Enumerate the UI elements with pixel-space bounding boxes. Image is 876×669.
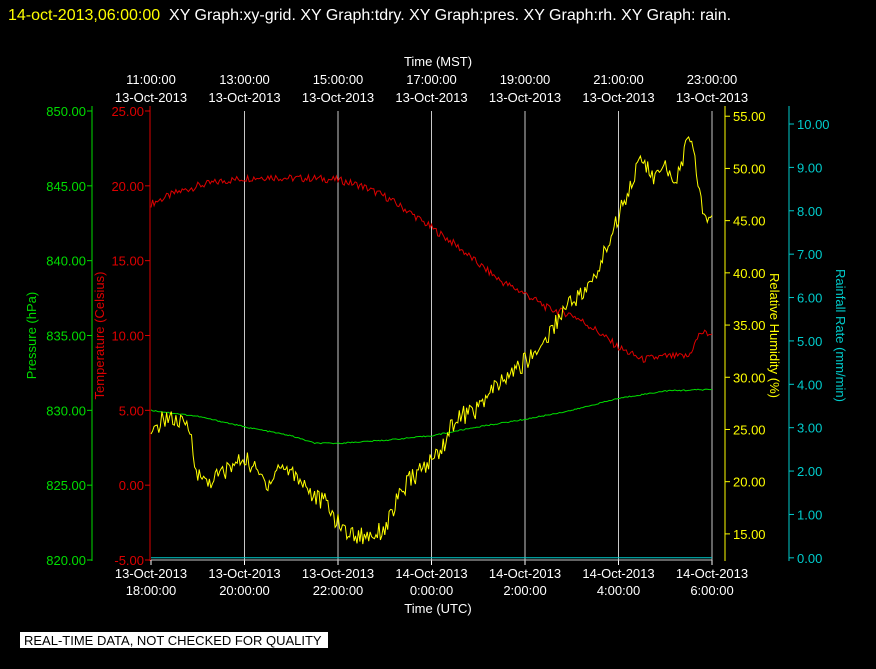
x-top-tick-time: 11:00:00: [126, 72, 176, 87]
humidity-tick-label: 55.00: [733, 109, 766, 124]
rainfall-tick-label: 5.00: [797, 334, 822, 349]
rainfall-tick-label: 9.00: [797, 160, 822, 175]
rainfall-tick-label: 10.00: [797, 117, 830, 132]
humidity-axis-label: Relative Humidity (%): [767, 273, 782, 398]
x-bottom-tick-time: 6:00:00: [690, 583, 733, 598]
humidity-tick-label: 50.00: [733, 161, 766, 176]
x-top-tick-time: 23:00:00: [687, 72, 738, 87]
humidity-tick-label: 45.00: [733, 214, 766, 229]
pressure-axis-label: Pressure (hPa): [24, 292, 39, 379]
rainfall-tick-label: 0.00: [797, 551, 822, 566]
series-humidity-line: [150, 136, 713, 545]
rainfall-tick-label: 7.00: [797, 247, 822, 262]
x-top-tick-date: 13-Oct-2013: [208, 90, 280, 105]
temperature-tick-label: 5.00: [119, 403, 144, 418]
x-top-tick-time: 17:00:00: [406, 72, 457, 87]
pressure-tick-label: 845.00: [46, 179, 86, 194]
x-top-tick-date: 13-Oct-2013: [115, 90, 187, 105]
x-top-tick-date: 13-Oct-2013: [489, 90, 561, 105]
x-bottom-tick-time: 2:00:00: [503, 583, 546, 598]
humidity-tick-label: 20.00: [733, 475, 766, 490]
x-bottom-tick-time: 20:00:00: [219, 583, 270, 598]
x-bottom-tick-time: 22:00:00: [313, 583, 364, 598]
temperature-tick-label: 25.00: [111, 104, 144, 119]
temperature-tick-label: 20.00: [111, 179, 144, 194]
quality-disclaimer: REAL-TIME DATA, NOT CHECKED FOR QUALITY: [20, 632, 328, 648]
series-pressure-line: [150, 388, 713, 445]
x-top-tick-date: 13-Oct-2013: [676, 90, 748, 105]
x-bottom-tick-time: 4:00:00: [597, 583, 640, 598]
x-bottom-tick-time: 0:00:00: [410, 583, 453, 598]
rainfall-tick-label: 6.00: [797, 291, 822, 306]
rainfall-tick-label: 8.00: [797, 204, 822, 219]
rainfall-tick-label: 4.00: [797, 377, 822, 392]
x-top-axis-label: Time (MST): [404, 54, 472, 69]
rainfall-tick-label: 1.00: [797, 507, 822, 522]
temperature-tick-label: 0.00: [119, 478, 144, 493]
pressure-tick-label: 835.00: [46, 329, 86, 344]
temperature-tick-label: 10.00: [111, 329, 144, 344]
x-bottom-tick-date: 13-Oct-2013: [208, 566, 280, 581]
rainfall-tick-label: 3.00: [797, 421, 822, 436]
x-bottom-tick-date: 13-Oct-2013: [302, 566, 374, 581]
series-temperature-line: [150, 173, 713, 363]
header-timestamp: 14-oct-2013,06:00:00: [8, 7, 161, 24]
x-bottom-axis-label: Time (UTC): [404, 601, 471, 616]
x-bottom-tick-time: 18:00:00: [126, 583, 177, 598]
x-bottom-tick-date: 14-Oct-2013: [489, 566, 561, 581]
pressure-tick-label: 825.00: [46, 478, 86, 493]
x-top-tick-time: 13:00:00: [219, 72, 270, 87]
x-top-tick-date: 13-Oct-2013: [302, 90, 374, 105]
header-graph-list: XY Graph:xy-grid. XY Graph:tdry. XY Grap…: [169, 7, 732, 24]
x-bottom-tick-date: 14-Oct-2013: [582, 566, 654, 581]
x-top-tick-time: 19:00:00: [500, 72, 551, 87]
humidity-tick-label: 15.00: [733, 527, 766, 542]
rainfall-tick-label: 2.00: [797, 464, 822, 479]
x-top-tick-time: 15:00:00: [313, 72, 364, 87]
x-top-tick-date: 13-Oct-2013: [582, 90, 654, 105]
temperature-tick-label: 15.00: [111, 254, 144, 269]
pressure-tick-label: 830.00: [46, 403, 86, 418]
humidity-tick-label: 25.00: [733, 422, 766, 437]
x-top-tick-time: 21:00:00: [593, 72, 644, 87]
chart-header: 14-oct-2013,06:00:00 XY Graph:xy-grid. X…: [8, 4, 868, 28]
pressure-tick-label: 840.00: [46, 254, 86, 269]
x-bottom-tick-date: 13-Oct-2013: [115, 566, 187, 581]
x-bottom-tick-date: 14-Oct-2013: [395, 566, 467, 581]
humidity-tick-label: 30.00: [733, 370, 766, 385]
humidity-tick-label: 40.00: [733, 266, 766, 281]
rainfall-axis-label: Rainfall Rate (mm/min): [833, 269, 848, 402]
x-bottom-tick-date: 14-Oct-2013: [676, 566, 748, 581]
pressure-tick-label: 820.00: [46, 553, 86, 568]
pressure-tick-label: 850.00: [46, 104, 86, 119]
humidity-tick-label: 35.00: [733, 318, 766, 333]
temperature-axis-label: Temperature (Celsius): [92, 272, 107, 400]
temperature-tick-label: -5.00: [114, 553, 144, 568]
x-top-tick-date: 13-Oct-2013: [395, 90, 467, 105]
